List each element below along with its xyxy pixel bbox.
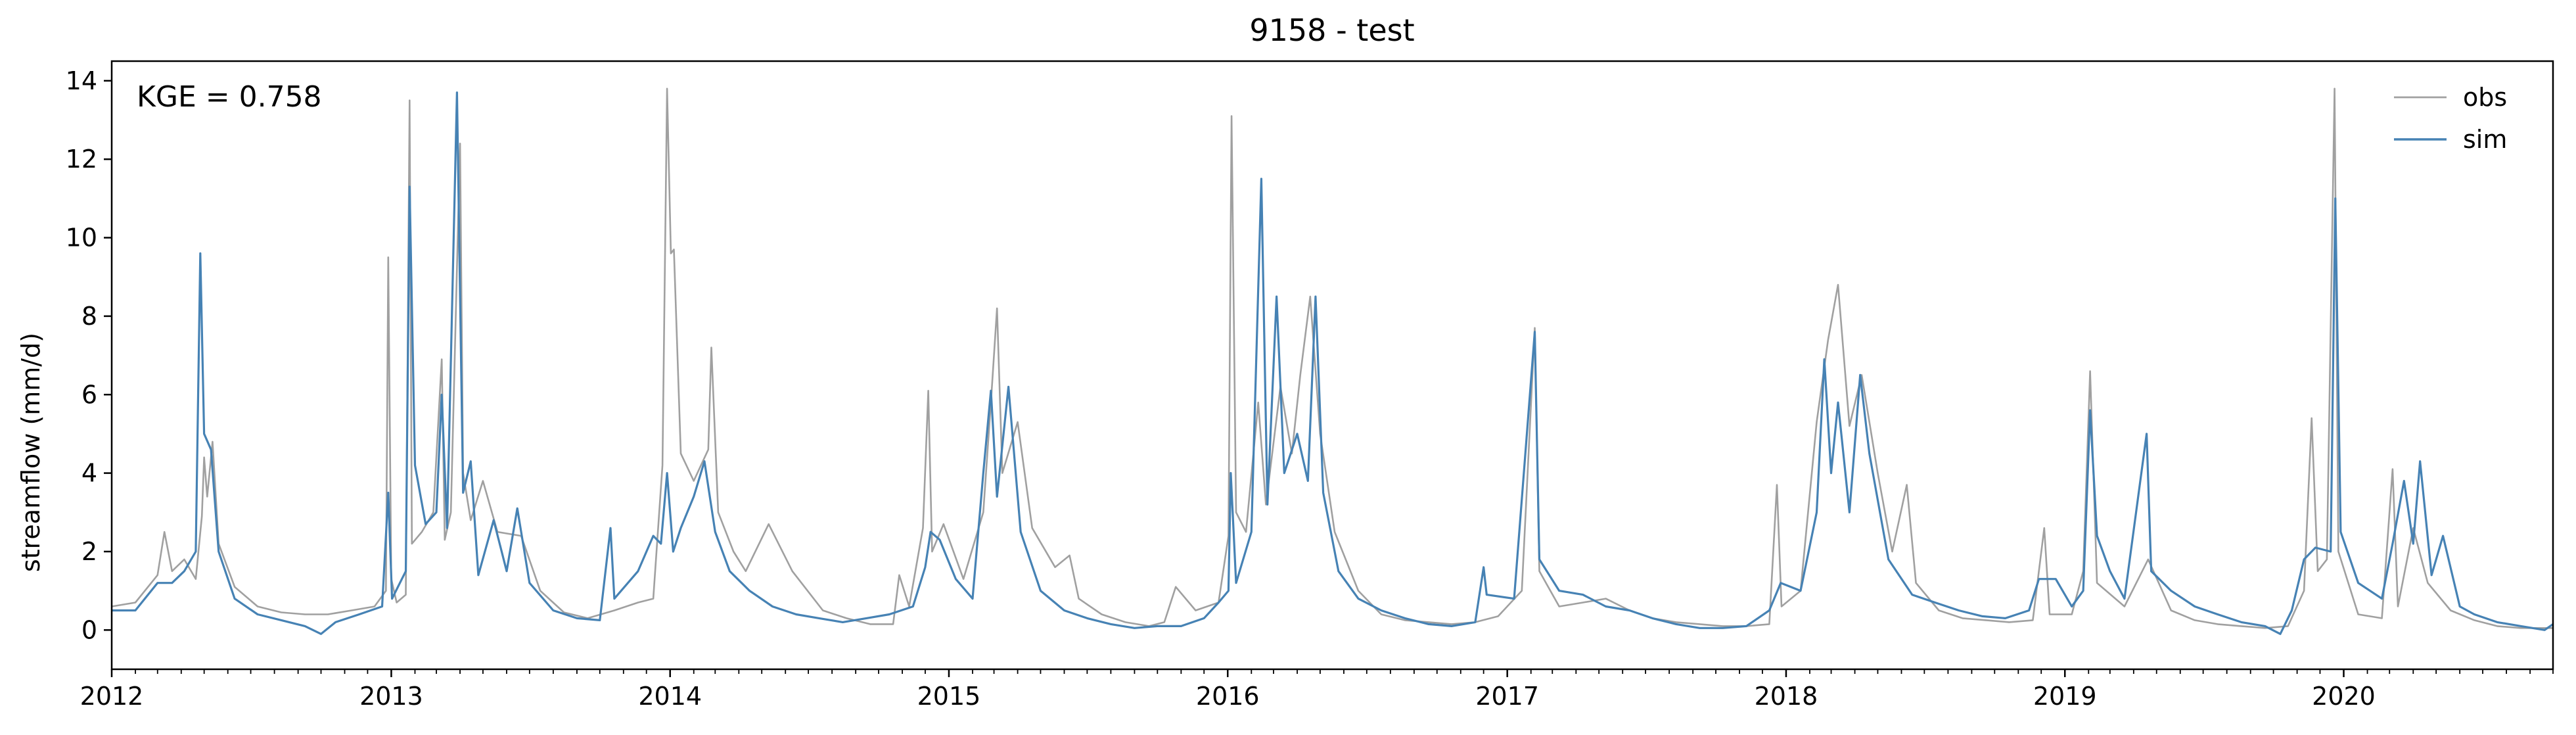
x-tick-label: 2014: [638, 682, 702, 711]
y-tick-label: 10: [66, 224, 97, 252]
x-tick-label: 2016: [1196, 682, 1260, 711]
series-line-sim: [112, 91, 2554, 635]
series-line-obs: [111, 87, 2553, 629]
x-tick-label: 2017: [1475, 682, 1539, 711]
x-tick-label: 2019: [2033, 682, 2097, 711]
x-tick-label: 2012: [80, 682, 144, 711]
legend-label-obs: obs: [2463, 83, 2507, 112]
plot-area: [110, 60, 2554, 671]
kge-annotation: KGE = 0.758: [137, 80, 322, 114]
x-tick-label: 2015: [917, 682, 981, 711]
y-axis: 0 2 4 6 8 10 12 14: [66, 66, 112, 644]
x-tick-label: 2018: [1755, 682, 1818, 711]
y-tick-label: 14: [66, 66, 97, 95]
y-tick-label: 12: [66, 145, 97, 174]
x-tick-label: 2020: [2312, 682, 2376, 711]
y-tick-label: 8: [81, 302, 97, 331]
chart-title: 9158 - test: [1249, 12, 1414, 48]
y-tick-label: 2: [81, 537, 97, 566]
y-tick-label: 0: [81, 615, 97, 644]
legend: obs sim: [2394, 83, 2507, 154]
y-tick-label: 6: [81, 380, 97, 409]
x-tick-label: 2013: [359, 682, 423, 711]
y-tick-label: 4: [81, 459, 97, 488]
x-axis: 2012 2013 2014 2015 2016 2017 2018 2019 2020: [80, 669, 2554, 711]
series-layer: [111, 87, 2554, 635]
plot-frame: [110, 60, 2554, 671]
legend-label-sim: sim: [2463, 125, 2507, 154]
y-axis-label: streamflow (mm/d): [16, 333, 45, 572]
